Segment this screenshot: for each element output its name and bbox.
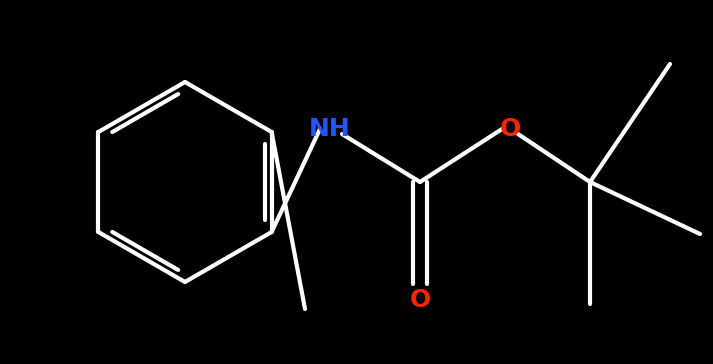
Text: O: O [409, 288, 431, 312]
Text: O: O [499, 117, 520, 141]
Text: NH: NH [309, 117, 351, 141]
